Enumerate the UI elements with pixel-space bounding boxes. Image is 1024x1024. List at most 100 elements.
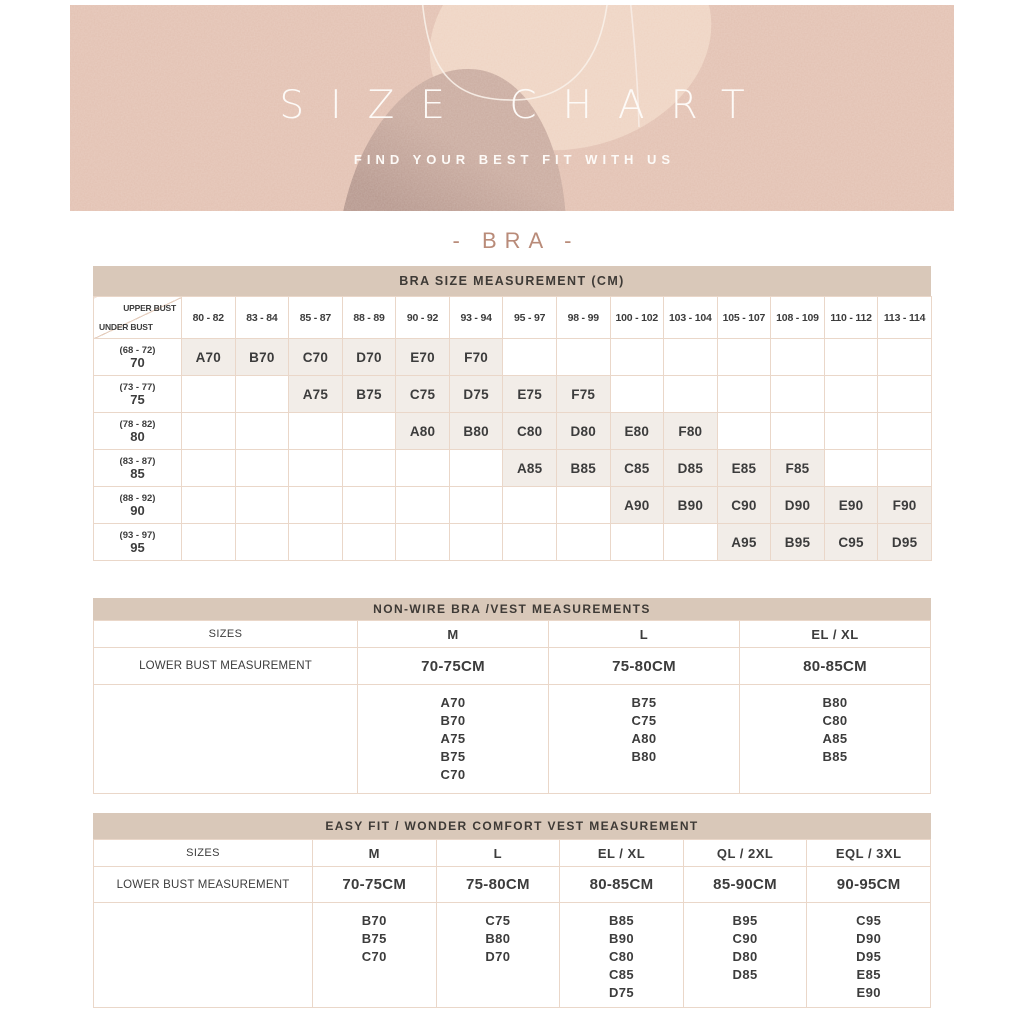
sizes-header: SIZES: [93, 620, 358, 648]
bra-size-cell: [770, 338, 825, 376]
bra-size-cell: [609, 375, 665, 413]
under-bust-size: 85: [130, 465, 145, 481]
bra-size-cell: B85: [555, 449, 611, 487]
size-list-cell: B80 C80 A85 B85: [739, 684, 931, 794]
bust-range-header: 98 - 99: [555, 296, 611, 339]
lower-bust-value: 70-75CM: [312, 866, 437, 903]
bra-size-cell: A75: [288, 375, 343, 413]
size-item: C70: [440, 767, 466, 782]
bra-size-cell: B80: [448, 412, 504, 450]
bra-size-cell: [395, 449, 450, 487]
bra-size-cell: [502, 523, 557, 561]
bra-size-cell: E75: [502, 375, 557, 413]
bra-size-cell: [288, 523, 343, 561]
size-list-row: B70 B75 C70 C75 B80 D70 B85 B90 C80 C85 D75 B95 C90 D…: [93, 902, 931, 1008]
size-item: B95: [732, 913, 758, 928]
bra-size-cell: D70: [341, 338, 397, 376]
under-bust-size: 95: [130, 539, 145, 555]
page-title: SIZE CHART: [279, 83, 771, 128]
section-title-bra: - BRA -: [452, 228, 580, 253]
size-item: C85: [608, 967, 635, 982]
bra-table-title-bar: BRA SIZE MEASUREMENT (CM): [93, 266, 931, 296]
bust-range-header: 105 - 107: [716, 296, 772, 339]
size-label: EL / XL: [739, 620, 931, 648]
bra-size-cell: C80: [502, 412, 557, 450]
bra-size-cell: [877, 449, 932, 487]
bra-size-cell: E85: [716, 449, 772, 487]
bra-table-row: (73 - 77) 75 A75 B75 C75 D75 E75 F75: [93, 375, 932, 413]
bra-size-cell: [181, 449, 236, 487]
bra-size-cell: D80: [555, 412, 611, 450]
bra-size-cell: [341, 412, 397, 450]
bra-size-cell: [877, 412, 932, 450]
bra-size-cell: [877, 338, 932, 376]
size-list-empty-cell: [93, 684, 358, 794]
bra-size-cell: [823, 338, 879, 376]
bra-size-cell: A95: [716, 523, 772, 561]
size-item: B75: [440, 749, 466, 764]
bra-size-cell: [234, 523, 290, 561]
bra-size-cell: D85: [663, 449, 718, 487]
size-item: B85: [822, 749, 848, 764]
bra-size-cell: [609, 523, 665, 561]
bust-range-header: 113 - 114: [877, 296, 932, 339]
bra-table-row: (93 - 97) 95 A95 B95 C95 D95: [93, 523, 932, 561]
bust-range-header: 83 - 84: [234, 296, 290, 339]
nonwire-table-block: NON-WIRE BRA /VEST MEASUREMENTS SIZES M L E…: [93, 598, 931, 794]
size-item: B80: [631, 749, 657, 764]
under-bust-range: (68 - 72): [119, 344, 156, 356]
lower-bust-row: LOWER BUST MEASUREMENT 70-75CM 75-80CM 80-8…: [93, 866, 931, 903]
bra-table-row: (68 - 72) 70 A70 B70 C70 D70 E70 F70: [93, 338, 932, 376]
bra-size-cell: D75: [448, 375, 504, 413]
nonwire-table: SIZES M L EL / XL LOWER BUST MEASUREMENT 70-7…: [93, 620, 931, 794]
lower-bust-header: LOWER BUST MEASUREMENT: [93, 866, 313, 903]
lower-bust-row: LOWER BUST MEASUREMENT 70-75CM 75-80CM 80-8…: [93, 647, 931, 685]
bra-size-cell: D90: [770, 486, 825, 524]
bust-range-header: 93 - 94: [448, 296, 504, 339]
bra-size-cell: B90: [663, 486, 718, 524]
bra-size-table-block: BRA SIZE MEASUREMENT (CM) UPPER BUST UND…: [93, 266, 932, 561]
bra-size-cell: [234, 375, 290, 413]
size-label: L: [548, 620, 740, 648]
under-bust-size: 75: [130, 391, 145, 407]
size-item: E85: [856, 967, 881, 982]
size-item: C75: [485, 913, 511, 928]
size-item: D75: [608, 985, 635, 1000]
under-bust-range: (93 - 97): [119, 529, 156, 541]
size-item: D70: [485, 949, 511, 964]
bra-size-cell: E70: [395, 338, 450, 376]
size-item: B85: [608, 913, 635, 928]
size-item: A70: [440, 695, 466, 710]
bra-size-cell: [181, 486, 236, 524]
bra-size-cell: [448, 523, 504, 561]
size-item: C90: [732, 931, 758, 946]
bra-size-cell: C75: [395, 375, 450, 413]
size-item: B80: [822, 695, 848, 710]
under-bust-size: 80: [130, 428, 145, 444]
size-item: B80: [485, 931, 511, 946]
bra-size-cell: C70: [288, 338, 343, 376]
bra-size-cell: [395, 523, 450, 561]
size-item: C75: [631, 713, 657, 728]
page-subtitle: FIND YOUR BEST FIT WITH US: [353, 152, 676, 167]
lower-bust-value: 85-90CM: [682, 866, 808, 903]
bust-range-header: 80 - 82: [181, 296, 236, 339]
bra-size-cell: F85: [770, 449, 825, 487]
bra-size-cell: [181, 412, 236, 450]
under-bust-range: (73 - 77): [119, 381, 156, 393]
bra-size-cell: A90: [609, 486, 665, 524]
size-item: A85: [822, 731, 848, 746]
size-list-cell: C75 B80 D70: [435, 902, 561, 1008]
size-list-cell: B70 B75 C70: [312, 902, 437, 1008]
size-item: B70: [361, 913, 387, 928]
size-list-cell: B95 C90 D80 D85: [682, 902, 808, 1008]
easyfit-table: SIZES M L EL / XL QL / 2XL EQL / 3XL LOWER BUS…: [93, 839, 931, 1008]
bra-size-cell: [770, 375, 825, 413]
size-item: C80: [822, 713, 848, 728]
bra-size-cell: [555, 523, 611, 561]
bra-size-cell: F70: [448, 338, 504, 376]
bra-size-cell: B75: [341, 375, 397, 413]
bra-size-cell: B95: [770, 523, 825, 561]
bra-size-cell: [234, 486, 290, 524]
